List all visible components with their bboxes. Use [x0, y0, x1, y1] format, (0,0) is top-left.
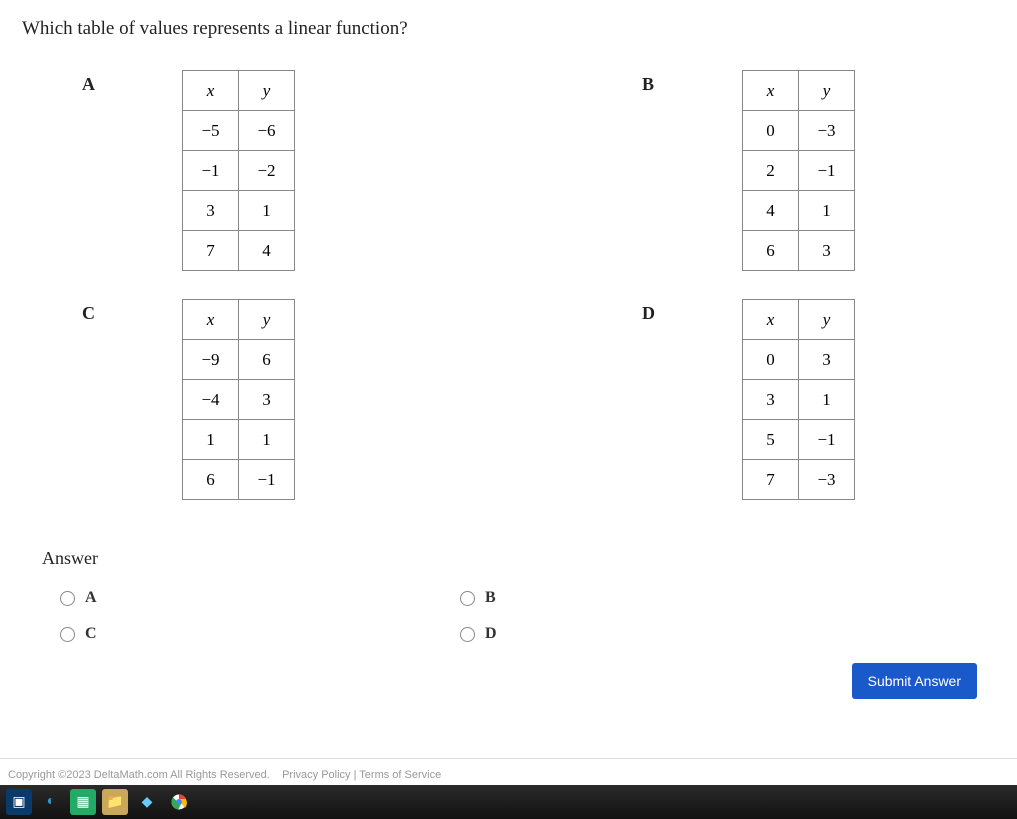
table-row: 31	[183, 191, 295, 231]
footer-links[interactable]: Privacy Policy | Terms of Service	[282, 769, 441, 781]
footer: Copyright ©2023 DeltaMath.com All Rights…	[0, 758, 1017, 781]
table-row: 7−3	[743, 460, 855, 500]
table-row: xy	[743, 71, 855, 111]
table-row: 5−1	[743, 420, 855, 460]
table-row: xy	[743, 300, 855, 340]
option-b[interactable]: B	[460, 589, 860, 607]
table-row: 41	[743, 191, 855, 231]
answer-heading: Answer	[42, 548, 995, 569]
table-row: 2−1	[743, 151, 855, 191]
table-row: 74	[183, 231, 295, 271]
table-row: xy	[183, 300, 295, 340]
option-label: C	[85, 625, 97, 643]
table-row: −43	[183, 380, 295, 420]
table-row: 63	[743, 231, 855, 271]
table-row: −5−6	[183, 111, 295, 151]
table-c-wrap: xy −96 −43 11 6−1	[182, 299, 382, 500]
table-row: 31	[743, 380, 855, 420]
table-c: xy −96 −43 11 6−1	[182, 299, 295, 500]
radio-icon	[60, 591, 75, 606]
col-header: y	[799, 71, 855, 111]
table-d: xy 03 31 5−1 7−3	[742, 299, 855, 500]
option-c[interactable]: C	[60, 625, 460, 643]
table-row: 03	[743, 340, 855, 380]
table-a-wrap: xy −5−6 −1−2 31 74	[182, 70, 382, 271]
radio-icon	[460, 627, 475, 642]
edge-icon[interactable]: ◐	[38, 789, 64, 815]
copyright-text: Copyright ©2023 DeltaMath.com All Rights…	[8, 769, 270, 781]
option-label: A	[85, 589, 97, 607]
table-row: −1−2	[183, 151, 295, 191]
col-header: y	[799, 300, 855, 340]
option-a[interactable]: A	[60, 589, 460, 607]
col-header: y	[239, 71, 295, 111]
table-row: 0−3	[743, 111, 855, 151]
col-header: x	[743, 300, 799, 340]
table-d-wrap: xy 03 31 5−1 7−3	[742, 299, 942, 500]
col-header: y	[239, 300, 295, 340]
explorer-icon[interactable]: 📁	[102, 789, 128, 815]
label-d: D	[642, 299, 742, 500]
tables-grid: A xy −5−6 −1−2 31 74 B xy 0−3 2−1 41 63 …	[82, 70, 995, 500]
option-label: B	[485, 589, 496, 607]
start-icon[interactable]: ▣	[6, 789, 32, 815]
store-icon[interactable]: ▦	[70, 789, 96, 815]
label-b: B	[642, 70, 742, 271]
table-row: −96	[183, 340, 295, 380]
col-header: x	[183, 71, 239, 111]
chrome-icon[interactable]	[166, 789, 192, 815]
radio-icon	[60, 627, 75, 642]
taskbar: ▣ ◐ ▦ 📁 ◆	[0, 785, 1017, 819]
question-text: Which table of values represents a linea…	[22, 18, 995, 40]
radio-icon	[460, 591, 475, 606]
app-icon[interactable]: ◆	[134, 789, 160, 815]
label-a: A	[82, 70, 182, 271]
col-header: x	[743, 71, 799, 111]
table-a: xy −5−6 −1−2 31 74	[182, 70, 295, 271]
table-row: 11	[183, 420, 295, 460]
table-row: xy	[183, 71, 295, 111]
col-header: x	[183, 300, 239, 340]
answer-options: A B C D	[60, 589, 995, 643]
answer-section: Answer A B C D	[42, 548, 995, 643]
table-row: 6−1	[183, 460, 295, 500]
label-c: C	[82, 299, 182, 500]
submit-answer-button[interactable]: Submit Answer	[852, 663, 977, 699]
option-label: D	[485, 625, 497, 643]
option-d[interactable]: D	[460, 625, 860, 643]
table-b: xy 0−3 2−1 41 63	[742, 70, 855, 271]
table-b-wrap: xy 0−3 2−1 41 63	[742, 70, 942, 271]
